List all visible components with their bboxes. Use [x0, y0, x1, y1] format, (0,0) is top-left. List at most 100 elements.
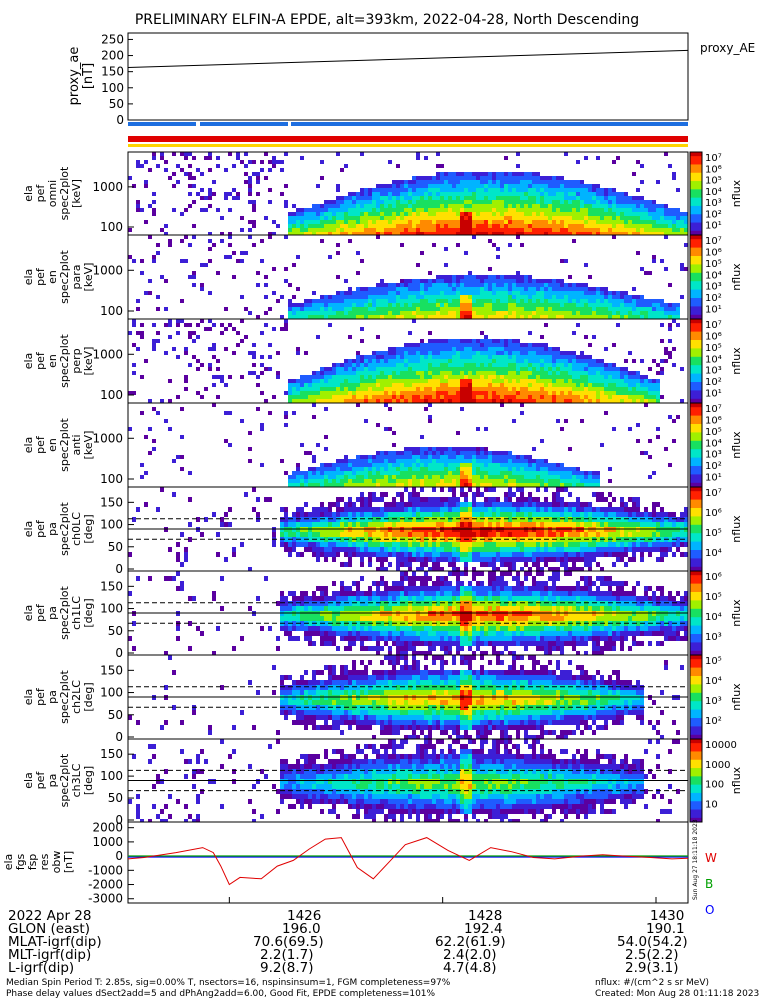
energy-pixel: [616, 291, 620, 295]
energy-pixel: [200, 196, 204, 200]
energy-pixel: [448, 375, 452, 379]
energy-pixel: [588, 311, 592, 315]
energy-pixel: [296, 479, 300, 483]
energy-pixel: [472, 295, 476, 299]
energy-pixel: [468, 291, 472, 295]
energy-pixel: [408, 459, 412, 463]
energy-pixel: [656, 220, 660, 224]
energy-pixel: [532, 196, 536, 200]
energy-pixel: [508, 455, 512, 459]
energy-pixel: [300, 307, 304, 311]
energy-pixel: [612, 212, 616, 216]
energy-pixel: [572, 220, 576, 224]
energy-pixel: [320, 216, 324, 220]
energy-pixel: [444, 188, 448, 192]
energy-pixel: [324, 471, 328, 475]
energy-pixel: [480, 471, 484, 475]
energy-pixel: [476, 455, 480, 459]
energy-pixel: [344, 467, 348, 471]
energy-pixel: [312, 220, 316, 224]
energy-pixel: [384, 188, 388, 192]
energy-pixel: [196, 335, 200, 339]
energy-pixel: [300, 383, 304, 387]
energy-pixel: [520, 475, 524, 479]
pitch-pixel: [172, 492, 176, 497]
energy-pixel: [424, 483, 428, 487]
energy-pixel: [336, 216, 340, 220]
pitch-pixel: [308, 517, 312, 522]
energy-pixel: [484, 283, 488, 287]
energy-pixel: [328, 395, 332, 399]
energy-pixel: [420, 228, 424, 232]
energy-pixel: [612, 379, 616, 383]
energy-pixel: [504, 479, 508, 483]
energy-pixel: [380, 479, 384, 483]
energy-pixel: [592, 303, 596, 307]
energy-pixel: [520, 347, 524, 351]
energy-pixel: [628, 196, 632, 200]
energy-pixel: [400, 220, 404, 224]
energy-pixel: [128, 176, 132, 180]
energy-pixel: [308, 228, 312, 232]
energy-pixel: [444, 363, 448, 367]
energy-pixel: [616, 295, 620, 299]
energy-pixel: [344, 455, 348, 459]
energy-pixel: [456, 455, 460, 459]
energy-pixel: [352, 387, 356, 391]
energy-pixel: [464, 463, 468, 467]
energy-pixel: [492, 295, 496, 299]
energy-pixel: [360, 339, 364, 343]
energy-pixel: [424, 379, 428, 383]
energy-pixel: [308, 311, 312, 315]
energy-pixel: [300, 379, 304, 383]
energy-pixel: [564, 303, 568, 307]
energy-pixel: [624, 291, 628, 295]
energy-pixel: [484, 303, 488, 307]
energy-pixel: [468, 220, 472, 224]
pitch-pixel: [300, 517, 304, 522]
energy-pixel: [580, 200, 584, 204]
energy-pixel: [456, 283, 460, 287]
energy-pixel: [324, 367, 328, 371]
energy-pixel: [536, 172, 540, 176]
energy-pixel: [512, 379, 516, 383]
energy-pixel: [400, 279, 404, 283]
energy-pixel: [652, 471, 656, 475]
pitch-pixel: [324, 552, 328, 557]
energy-pixel: [516, 180, 520, 184]
energy-pixel: [576, 383, 580, 387]
energy-pixel: [432, 180, 436, 184]
energy-pixel: [332, 479, 336, 483]
energy-pixel: [448, 351, 452, 355]
energy-pixel: [512, 347, 516, 351]
energy-pixel: [416, 311, 420, 315]
energy-pixel: [404, 475, 408, 479]
energy-pixel: [660, 224, 664, 228]
energy-pixel: [584, 311, 588, 315]
energy-pixel: [368, 188, 372, 192]
energy-pixel: [528, 283, 532, 287]
energy-pixel: [588, 204, 592, 208]
energy-pixel: [484, 196, 488, 200]
pitch-pixel: [300, 522, 304, 527]
energy-pixel: [264, 283, 268, 287]
energy-pixel: [560, 315, 564, 319]
energy-pixel: [356, 483, 360, 487]
energy-pixel: [300, 479, 304, 483]
energy-pixel: [416, 479, 420, 483]
energy-pixel: [464, 287, 468, 291]
energy-pixel: [512, 291, 516, 295]
energy-pixel: [480, 351, 484, 355]
energy-pixel: [628, 299, 632, 303]
energy-pixel: [376, 200, 380, 204]
energy-pixel: [376, 467, 380, 471]
energy-pixel: [532, 351, 536, 355]
energy-pixel: [460, 383, 464, 387]
energy-pixel: [592, 375, 596, 379]
energy-pixel: [208, 192, 212, 196]
energy-pixel: [544, 459, 548, 463]
colorbar-tick-label: 10⁶: [705, 164, 722, 175]
energy-pixel: [496, 287, 500, 291]
energy-pixel: [452, 379, 456, 383]
energy-pixel: [556, 387, 560, 391]
